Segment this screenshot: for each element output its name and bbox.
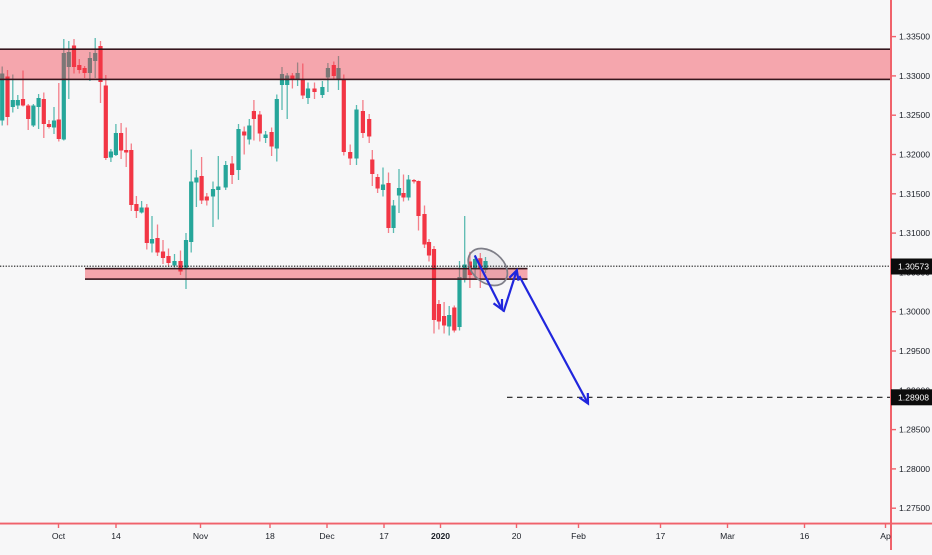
svg-text:14: 14: [111, 531, 121, 541]
svg-text:1.32000: 1.32000: [899, 150, 930, 160]
svg-text:17: 17: [379, 531, 389, 541]
svg-text:1.32500: 1.32500: [899, 110, 930, 120]
svg-text:1.30573: 1.30573: [898, 262, 929, 272]
svg-text:1.29500: 1.29500: [899, 346, 930, 356]
svg-text:1.31500: 1.31500: [899, 189, 930, 199]
svg-text:Oct: Oct: [52, 531, 66, 541]
svg-text:Ap: Ap: [880, 531, 891, 541]
svg-text:1.28000: 1.28000: [899, 464, 930, 474]
svg-text:2020: 2020: [431, 531, 450, 541]
svg-text:1.28908: 1.28908: [898, 393, 929, 403]
svg-text:Feb: Feb: [571, 531, 586, 541]
svg-text:1.27500: 1.27500: [899, 503, 930, 513]
svg-text:Nov: Nov: [193, 531, 209, 541]
svg-text:17: 17: [656, 531, 666, 541]
svg-text:20: 20: [512, 531, 522, 541]
svg-text:1.33000: 1.33000: [899, 71, 930, 81]
svg-text:Dec: Dec: [319, 531, 335, 541]
svg-text:18: 18: [265, 531, 275, 541]
svg-text:Mar: Mar: [720, 531, 735, 541]
svg-text:1.28500: 1.28500: [899, 425, 930, 435]
svg-text:1.33500: 1.33500: [899, 32, 930, 42]
svg-text:1.30000: 1.30000: [899, 307, 930, 317]
svg-text:1.31000: 1.31000: [899, 228, 930, 238]
svg-text:16: 16: [800, 531, 810, 541]
